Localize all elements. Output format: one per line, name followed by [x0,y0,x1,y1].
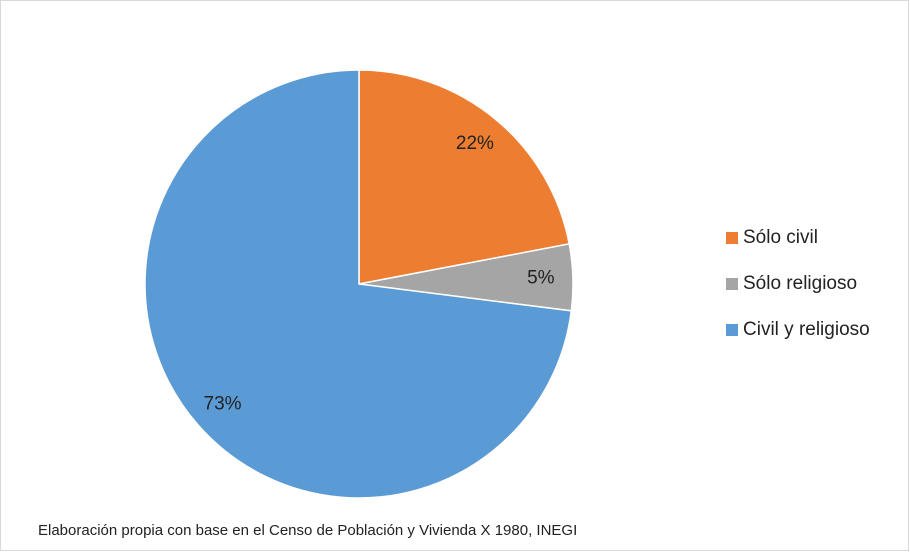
data-label: 5% [527,267,555,288]
legend-label: Civil y religioso [743,319,870,340]
legend-label: Sólo civil [743,227,818,248]
note: Elaboración propia con base en el Censo … [38,522,577,539]
data-label: 73% [204,393,242,414]
data-label: 22% [456,133,494,154]
pie-slice [358,69,571,285]
legend-swatch [726,324,738,336]
legend-swatch [726,278,738,290]
pie-slice [144,69,573,499]
legend-swatch [726,232,738,244]
legend-label: Sólo religioso [743,273,857,294]
